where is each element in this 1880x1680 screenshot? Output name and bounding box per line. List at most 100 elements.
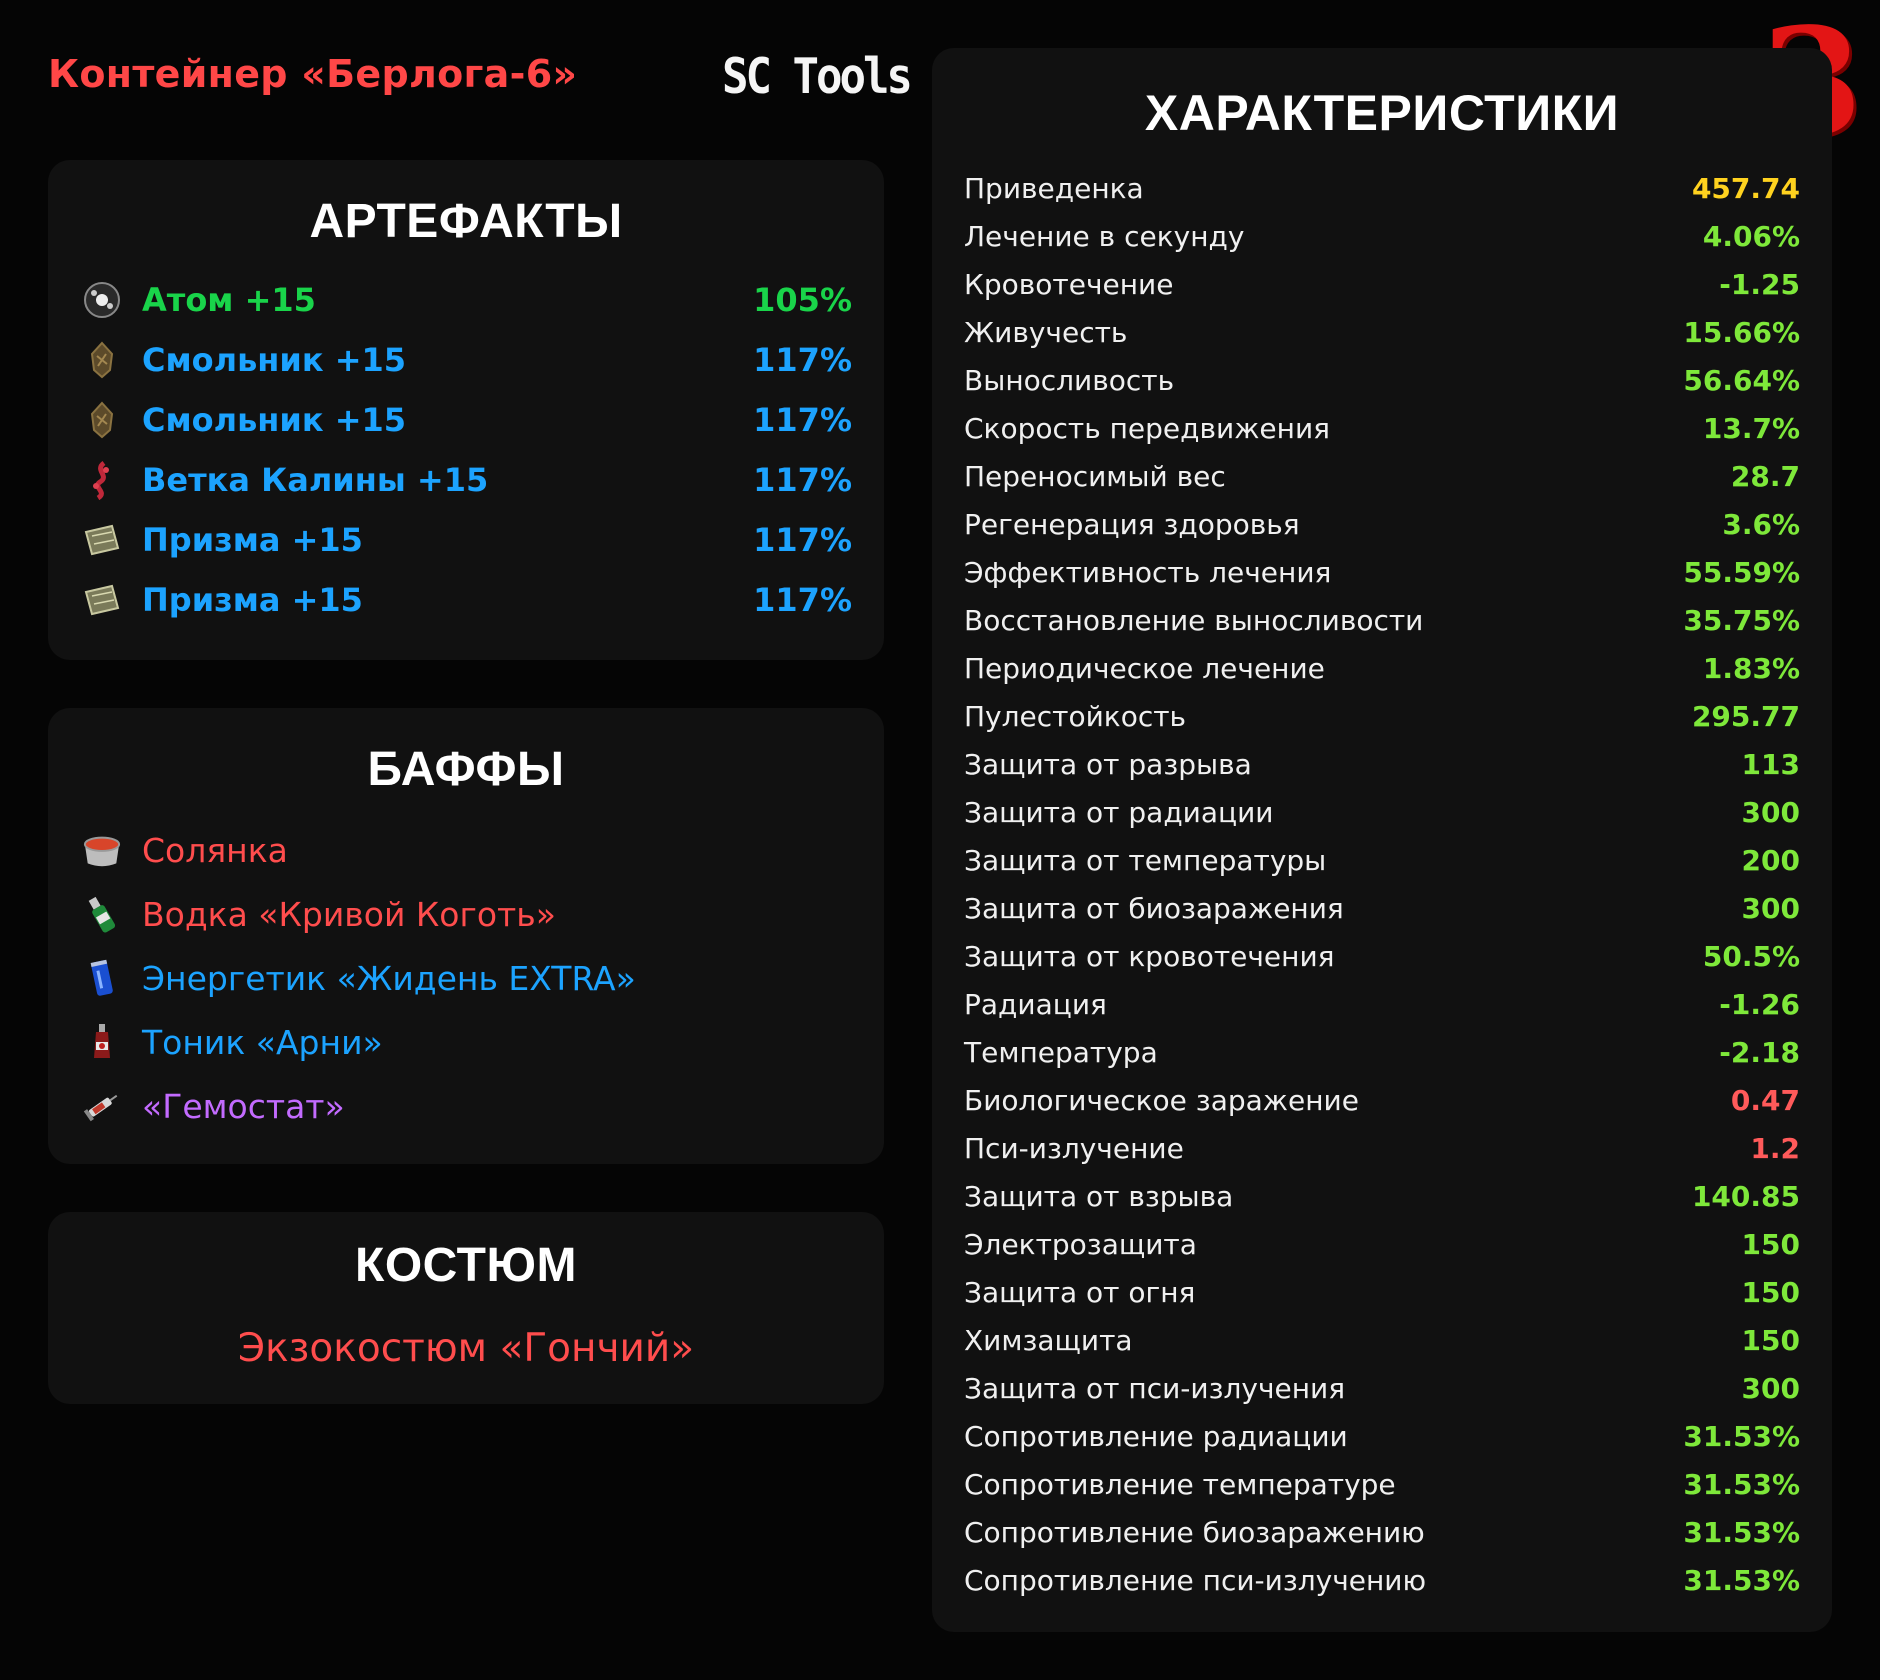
stat-value: 55.59%: [1683, 555, 1800, 589]
stat-label: Эффективность лечения: [964, 555, 1332, 589]
suit-title: КОСТЮМ: [355, 1239, 577, 1292]
artifact-name: Смольник +15: [142, 341, 407, 379]
artifact-percent: 117%: [753, 461, 852, 499]
stat-label: Живучесть: [964, 315, 1128, 349]
stat-value: 4.06%: [1702, 219, 1800, 253]
stat-row: Пси-излучение 1.2: [964, 1124, 1800, 1172]
buff-name: Тоник «Арни»: [142, 1022, 383, 1062]
stat-row: Химзащита 150: [964, 1316, 1800, 1364]
stat-label: Переносимый вес: [964, 459, 1226, 493]
stat-row: Выносливость 56.64%: [964, 356, 1800, 404]
stat-value: 3.6%: [1722, 507, 1800, 541]
stat-value: 35.75%: [1683, 603, 1800, 637]
artifact-row: Призма +15 117%: [82, 570, 852, 630]
soup-pot-icon: [82, 830, 122, 870]
kalina-branch-artifact-icon: [82, 460, 122, 500]
artifact-row: Призма +15 117%: [82, 510, 852, 570]
stat-label: Химзащита: [964, 1323, 1133, 1357]
stat-value: 1.2: [1750, 1131, 1800, 1165]
stat-row: Электрозащита 150: [964, 1220, 1800, 1268]
stat-value: -1.26: [1719, 987, 1800, 1021]
artifact-percent: 117%: [753, 401, 852, 439]
stats-panel: ХАРАКТЕРИСТИКИ Приведенка 457.74 Лечение в…: [932, 48, 1832, 1632]
stat-label: Кровотечение: [964, 267, 1174, 301]
stat-value: 140.85: [1691, 1179, 1800, 1213]
atom-artifact-icon: [82, 280, 122, 320]
stat-row: Регенерация здоровья 3.6%: [964, 500, 1800, 548]
stat-row: Радиация -1.26: [964, 980, 1800, 1028]
stat-row: Приведенка 457.74: [964, 164, 1800, 212]
stat-row: Лечение в секунду 4.06%: [964, 212, 1800, 260]
artifacts-panel: АРТЕФАКТЫ Атом +15 105% Смольник +15 117% См…: [48, 160, 884, 660]
buff-row: «Гемостат»: [82, 1076, 852, 1136]
stat-row: Защита от радиации 300: [964, 788, 1800, 836]
stat-row: Защита от температуры 200: [964, 836, 1800, 884]
stat-label: Периодическое лечение: [964, 651, 1325, 685]
stat-label: Пси-излучение: [964, 1131, 1184, 1165]
suit-name: Экзокостюм «Гончий»: [237, 1326, 695, 1371]
stat-label: Температура: [964, 1035, 1158, 1069]
prism-artifact-icon: [82, 520, 122, 560]
stat-label: Выносливость: [964, 363, 1175, 397]
stat-label: Защита от биозаражения: [964, 891, 1344, 925]
stat-row: Пулестойкость 295.77: [964, 692, 1800, 740]
stat-value: 31.53%: [1683, 1467, 1800, 1501]
stat-row: Защита от пси-излучения 300: [964, 1364, 1800, 1412]
stat-label: Приведенка: [964, 171, 1144, 205]
buffs-panel: БАФФЫ Солянка Водка «Кривой Коготь» Энерге…: [48, 708, 884, 1164]
artifact-percent: 105%: [753, 281, 852, 319]
stat-row: Защита от взрыва 140.85: [964, 1172, 1800, 1220]
stat-value: 28.7: [1730, 459, 1800, 493]
stat-value: 1.83%: [1702, 651, 1800, 685]
buff-name: Энергетик «Жидень EXTRA»: [142, 958, 636, 998]
stat-label: Сопротивление биозаражению: [964, 1515, 1425, 1549]
stat-label: Защита от разрыва: [964, 747, 1252, 781]
buff-name: «Гемостат»: [142, 1086, 345, 1126]
stat-row: Биологическое заражение 0.47: [964, 1076, 1800, 1124]
stat-row: Защита от разрыва 113: [964, 740, 1800, 788]
stat-row: Температура -2.18: [964, 1028, 1800, 1076]
stat-value: 300: [1741, 891, 1800, 925]
smolnik-artifact-icon: [82, 400, 122, 440]
artifact-name: Призма +15: [142, 521, 363, 559]
stat-row: Защита от биозаражения 300: [964, 884, 1800, 932]
stat-label: Скорость передвижения: [964, 411, 1330, 445]
stat-value: 295.77: [1691, 699, 1800, 733]
stat-value: 31.53%: [1683, 1515, 1800, 1549]
stat-row: Защита от огня 150: [964, 1268, 1800, 1316]
stat-label: Электрозащита: [964, 1227, 1197, 1261]
stat-row: Сопротивление биозаражению 31.53%: [964, 1508, 1800, 1556]
stat-label: Биологическое заражение: [964, 1083, 1359, 1117]
brand-logo: SC Tools: [722, 48, 913, 106]
stat-value: 150: [1741, 1227, 1800, 1261]
stat-row: Защита от кровотечения 50.5%: [964, 932, 1800, 980]
stat-label: Защита от огня: [964, 1275, 1196, 1309]
stat-value: 15.66%: [1683, 315, 1800, 349]
stat-row: Переносимый вес 28.7: [964, 452, 1800, 500]
artifact-name: Смольник +15: [142, 401, 407, 439]
stat-value: 200: [1741, 843, 1800, 877]
buff-row: Энергетик «Жидень EXTRA»: [82, 948, 852, 1008]
stat-value: 31.53%: [1683, 1419, 1800, 1453]
stat-label: Защита от взрыва: [964, 1179, 1234, 1213]
artifact-percent: 117%: [753, 341, 852, 379]
artifact-percent: 117%: [753, 521, 852, 559]
buff-row: Водка «Кривой Коготь»: [82, 884, 852, 944]
energy-can-icon: [82, 958, 122, 998]
syringe-icon: [82, 1086, 122, 1126]
stat-row: Восстановление выносливости 35.75%: [964, 596, 1800, 644]
prism-artifact-icon: [82, 580, 122, 620]
stat-value: 150: [1741, 1323, 1800, 1357]
stat-label: Радиация: [964, 987, 1107, 1021]
buff-name: Водка «Кривой Коготь»: [142, 894, 556, 934]
artifact-name: Призма +15: [142, 581, 363, 619]
stat-label: Сопротивление температуре: [964, 1467, 1396, 1501]
artifact-row: Атом +15 105%: [82, 270, 852, 330]
stat-label: Сопротивление радиации: [964, 1419, 1348, 1453]
stat-row: Сопротивление пси-излучению 31.53%: [964, 1556, 1800, 1604]
stat-value: -2.18: [1719, 1035, 1800, 1069]
buff-row: Тоник «Арни»: [82, 1012, 852, 1072]
stat-row: Живучесть 15.66%: [964, 308, 1800, 356]
stat-row: Кровотечение -1.25: [964, 260, 1800, 308]
stats-title: ХАРАКТЕРИСТИКИ: [1144, 85, 1620, 141]
